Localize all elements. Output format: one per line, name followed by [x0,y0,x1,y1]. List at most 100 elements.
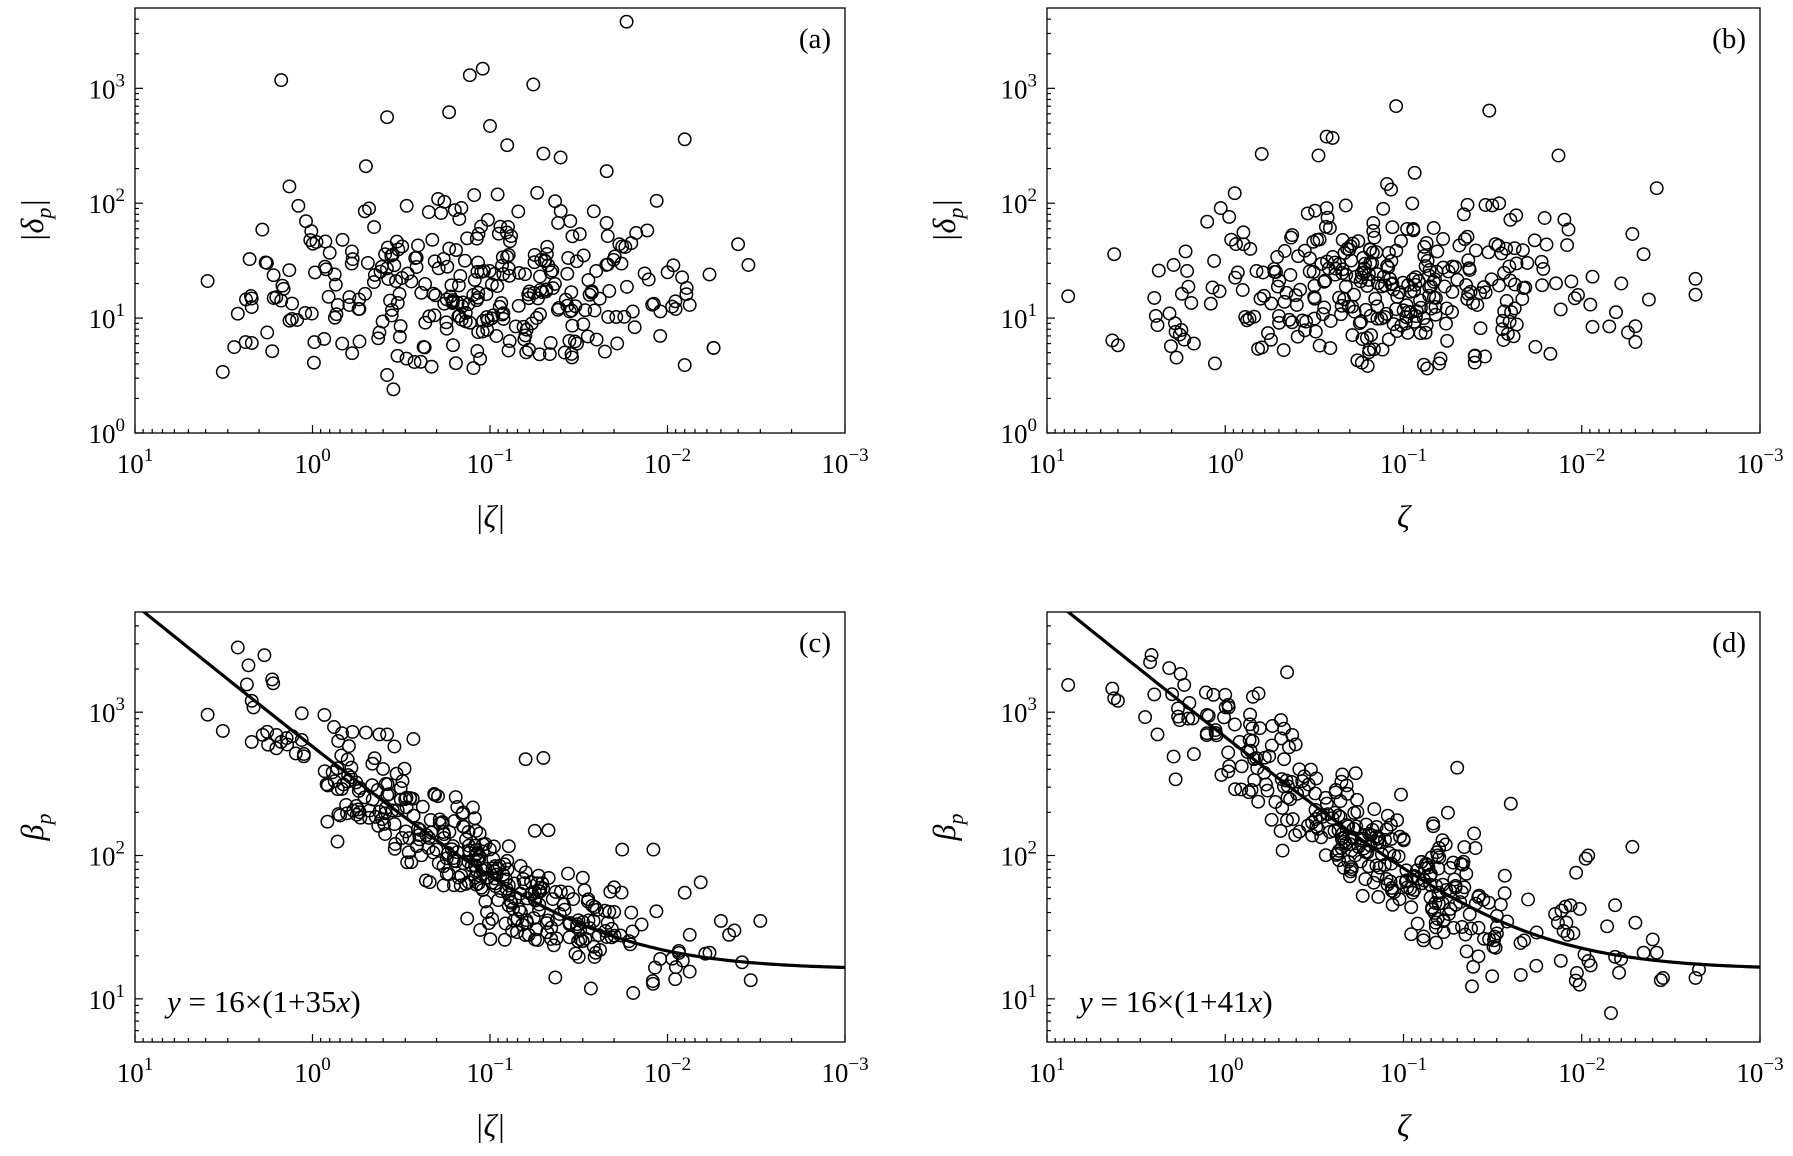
data-point [1556,924,1571,938]
data-point [230,306,245,321]
data-point [599,164,614,179]
data-point [1459,944,1474,959]
y-tick-label: 101 [1001,300,1038,334]
data-point [1636,247,1651,262]
data-point [282,313,297,328]
data-point [1398,316,1413,331]
data-point [1457,840,1472,855]
data-point [1361,273,1376,287]
data-point [282,179,297,194]
data-point [1214,767,1229,782]
data-point [461,297,476,312]
data-point [487,267,502,281]
data-point [1466,959,1481,974]
data-point [682,927,697,942]
x-tick-label: 10−2 [1558,445,1605,479]
data-point [1394,234,1408,249]
data-point [439,866,454,881]
data-point [431,261,446,276]
data-point [1361,267,1376,282]
data-point [1251,341,1266,356]
data-point [1360,359,1375,373]
data-point [306,355,321,370]
data-point [1240,313,1254,328]
data-point [480,905,494,920]
data-point [1390,289,1405,304]
data-point [269,728,284,742]
data-point [1455,920,1469,934]
data-point [442,105,457,120]
data-point [1430,244,1445,259]
data-point [1468,896,1483,911]
data-point [1350,353,1365,368]
data-point [1551,148,1566,163]
data-point [1420,361,1435,376]
data-point [373,264,388,279]
data-point [1459,866,1474,881]
data-point [1452,238,1467,253]
data-point [1168,324,1183,339]
data-point [513,859,528,873]
data-point [1602,319,1617,334]
data-point [1307,291,1322,306]
data-point [1536,261,1551,276]
data-point [1520,255,1535,270]
data-point [507,876,522,891]
data-point [528,932,542,947]
data-point [1374,311,1389,326]
x-axis-label: |ζ| [475,1107,506,1143]
x-tick-label: 10−1 [1380,1054,1427,1088]
data-point [545,281,560,296]
data-point [1486,939,1501,954]
data-point [1256,288,1271,303]
data-point [1443,901,1458,916]
data-point [333,808,348,823]
data-point [619,14,634,29]
data-point [1338,836,1353,851]
data-point [1490,919,1504,934]
data-point [1366,875,1381,890]
data-point [587,900,602,915]
data-point [397,761,412,776]
data-point [288,746,303,761]
data-point [1319,129,1334,144]
data-point [298,306,313,320]
data-point [500,249,515,264]
x-tick-label: 10−2 [644,1054,691,1088]
data-point [1485,969,1500,984]
data-point [440,259,455,274]
data-point [404,855,419,870]
data-point [421,205,436,220]
data-point [427,308,442,323]
x-axis-label: |ζ| [475,498,506,534]
data-point [1366,216,1381,230]
data-point [1366,224,1381,238]
data-point [526,77,541,92]
data-point [1384,277,1399,292]
data-point [390,803,405,818]
data-point [1423,868,1437,883]
data-point [467,188,482,203]
data-point [1568,973,1583,988]
data-point [481,916,496,931]
x-tick-label: 10−3 [1736,1054,1783,1088]
data-point [353,810,368,825]
data-point [437,194,452,209]
data-point [1463,284,1478,299]
data-point [380,777,395,792]
data-point [1163,339,1178,354]
data-point [524,887,539,902]
data-point [1367,230,1382,245]
data-point [1249,751,1264,766]
data-point [428,288,443,303]
data-point [1405,196,1420,211]
x-tick-label: 100 [1207,445,1244,479]
data-point [589,903,604,917]
data-point [461,838,476,853]
data-point [634,917,649,932]
data-point [1583,297,1598,312]
data-point [488,859,503,874]
data-point [1234,759,1249,774]
data-point [601,310,616,324]
data-point [386,382,401,397]
